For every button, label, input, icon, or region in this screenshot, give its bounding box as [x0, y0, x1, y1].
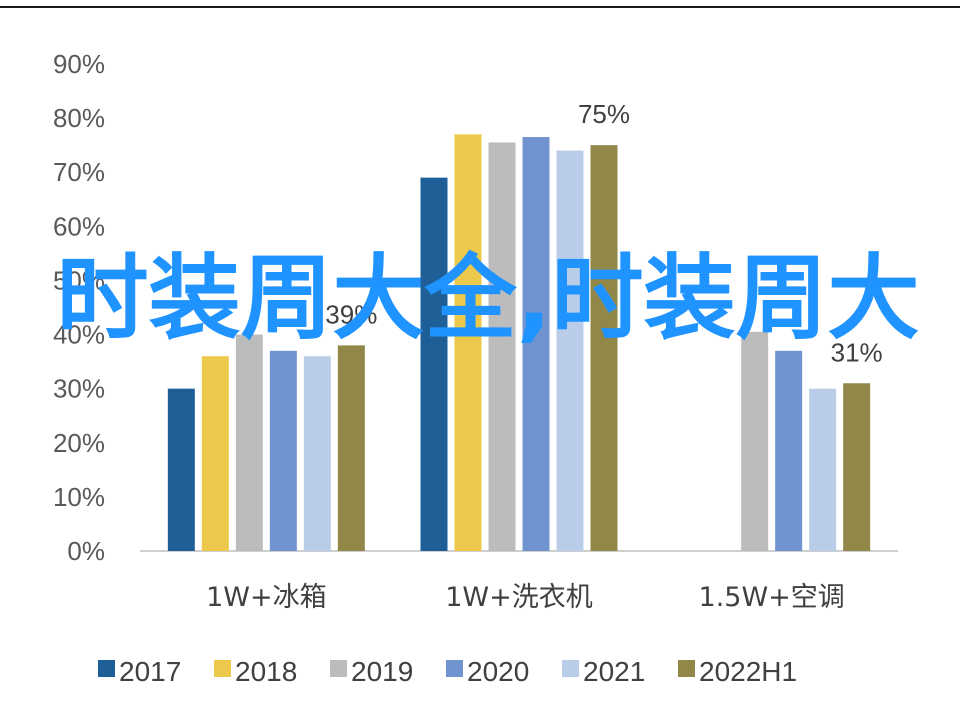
- y-axis-ticks: 0% 10% 20% 30% 40% 50% 60% 70% 80% 90%: [53, 49, 105, 566]
- bar-2019-1: [488, 142, 516, 551]
- legend-label: 2020: [467, 656, 529, 687]
- legend-swatch-2018: [214, 660, 231, 677]
- x-axis-labels: 1W+冰箱 1W+洗衣机 1.5W+空调: [206, 582, 845, 613]
- legend-swatch-2022H1: [678, 660, 695, 677]
- legend-label: 2019: [351, 656, 413, 687]
- bar-2022H1-2: [843, 383, 871, 551]
- bar-2022H1-0: [337, 345, 365, 551]
- data-label: 31%: [831, 337, 883, 367]
- bar-2021-2: [809, 388, 837, 551]
- y-tick-label: 90%: [53, 49, 105, 79]
- bar-2019-2: [741, 331, 769, 551]
- data-labels-group: 39% 75% 31%: [325, 99, 882, 367]
- bar-2022H1-1: [590, 145, 618, 551]
- y-tick-label: 50%: [53, 265, 105, 295]
- x-category-label: 1W+冰箱: [206, 582, 327, 613]
- bar-2017-1: [420, 177, 448, 551]
- bar-2021-1: [556, 150, 584, 552]
- y-tick-label: 0%: [67, 536, 105, 566]
- legend-label: 2022H1: [699, 656, 797, 687]
- bar-2021-0: [303, 356, 331, 551]
- bar-2020-1: [522, 137, 550, 552]
- legend-swatch-2021: [562, 660, 579, 677]
- y-tick-label: 30%: [53, 374, 105, 404]
- x-category-label: 1.5W+空调: [699, 582, 845, 613]
- legend-swatch-2020: [446, 660, 463, 677]
- legend-swatch-2019: [330, 660, 347, 677]
- y-tick-label: 70%: [53, 157, 105, 187]
- bars-group: [167, 134, 871, 552]
- legend-label: 2017: [119, 656, 181, 687]
- y-tick-label: 80%: [53, 103, 105, 133]
- y-tick-label: 60%: [53, 211, 105, 241]
- legend-label: 2021: [583, 656, 645, 687]
- data-label: 75%: [578, 99, 630, 129]
- bar-2020-0: [269, 350, 297, 551]
- y-tick-label: 40%: [53, 320, 105, 350]
- bar-2020-2: [775, 350, 803, 551]
- legend-swatch-2017: [98, 660, 115, 677]
- bar-2018-1: [454, 134, 482, 551]
- bar-2019-0: [235, 334, 263, 551]
- legend-label: 2018: [235, 656, 297, 687]
- y-tick-label: 20%: [53, 428, 105, 458]
- top-border-line: [0, 6, 960, 8]
- x-category-label: 1W+洗衣机: [445, 582, 593, 613]
- bar-2018-0: [201, 356, 229, 551]
- data-label: 39%: [325, 299, 377, 329]
- legend: 2017 2018 2019 2020 2021 2022H1: [98, 656, 797, 687]
- y-tick-label: 10%: [53, 482, 105, 512]
- bar-2017-0: [167, 388, 195, 551]
